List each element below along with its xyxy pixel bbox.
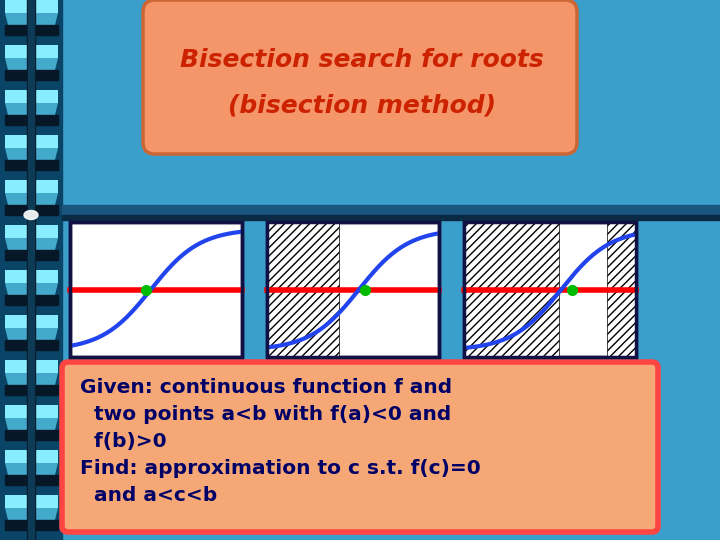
Text: two points a<b with f(a)<0 and: two points a<b with f(a)<0 and: [80, 405, 451, 424]
Bar: [27, 0, 35, 540]
Polygon shape: [5, 360, 58, 373]
Polygon shape: [5, 90, 58, 103]
Polygon shape: [5, 180, 58, 193]
Text: f(b)>0: f(b)>0: [80, 432, 166, 451]
Polygon shape: [5, 238, 58, 250]
FancyBboxPatch shape: [143, 0, 577, 154]
Text: Given: continuous function f and: Given: continuous function f and: [80, 378, 452, 397]
Bar: [267, 222, 439, 357]
Bar: [5, 340, 58, 350]
Polygon shape: [5, 58, 58, 70]
Text: Bisection search for roots: Bisection search for roots: [180, 48, 544, 72]
Polygon shape: [5, 450, 58, 463]
Polygon shape: [5, 0, 58, 13]
Bar: [5, 385, 58, 395]
Bar: [5, 475, 58, 485]
Polygon shape: [5, 13, 58, 25]
Polygon shape: [5, 193, 58, 205]
Bar: [5, 25, 58, 35]
Polygon shape: [5, 225, 58, 238]
Polygon shape: [5, 270, 58, 283]
Bar: [267, 222, 339, 357]
Text: (bisection method): (bisection method): [228, 93, 496, 117]
Bar: [5, 160, 58, 170]
Polygon shape: [5, 315, 58, 328]
Bar: [464, 222, 559, 357]
Polygon shape: [5, 135, 58, 148]
Bar: [5, 205, 58, 215]
Polygon shape: [5, 373, 58, 385]
FancyBboxPatch shape: [62, 362, 658, 532]
Text: Find: approximation to c s.t. f(c)=0: Find: approximation to c s.t. f(c)=0: [80, 459, 481, 478]
Bar: [5, 295, 58, 305]
Bar: [5, 520, 58, 530]
Bar: [70, 222, 242, 357]
Bar: [607, 222, 636, 357]
Bar: [0, 0, 62, 540]
Text: and a<c<b: and a<c<b: [80, 486, 217, 505]
Bar: [464, 222, 636, 357]
Bar: [70, 222, 242, 357]
Bar: [5, 70, 58, 80]
Bar: [5, 250, 58, 260]
Polygon shape: [5, 148, 58, 160]
Bar: [5, 430, 58, 440]
Bar: [62, 205, 720, 215]
Bar: [5, 115, 58, 125]
Polygon shape: [5, 103, 58, 115]
Polygon shape: [5, 463, 58, 475]
Bar: [464, 222, 636, 357]
Polygon shape: [5, 283, 58, 295]
Ellipse shape: [24, 211, 38, 219]
Polygon shape: [5, 405, 58, 418]
Polygon shape: [5, 418, 58, 430]
Polygon shape: [5, 328, 58, 340]
Bar: [28, 0, 34, 540]
Bar: [267, 222, 439, 357]
Polygon shape: [5, 495, 58, 508]
Polygon shape: [5, 508, 58, 520]
Bar: [62, 215, 720, 220]
Polygon shape: [5, 45, 58, 58]
